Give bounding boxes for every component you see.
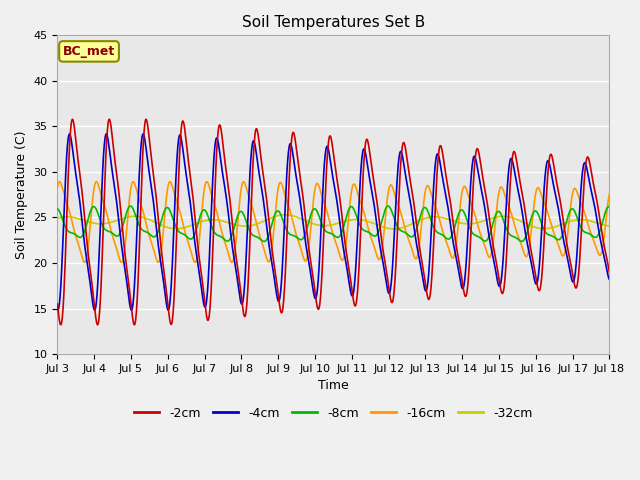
Text: BC_met: BC_met [63,45,115,58]
Legend: -2cm, -4cm, -8cm, -16cm, -32cm: -2cm, -4cm, -8cm, -16cm, -32cm [129,402,538,425]
Y-axis label: Soil Temperature (C): Soil Temperature (C) [15,131,28,259]
X-axis label: Time: Time [318,379,349,392]
Title: Soil Temperatures Set B: Soil Temperatures Set B [242,15,425,30]
